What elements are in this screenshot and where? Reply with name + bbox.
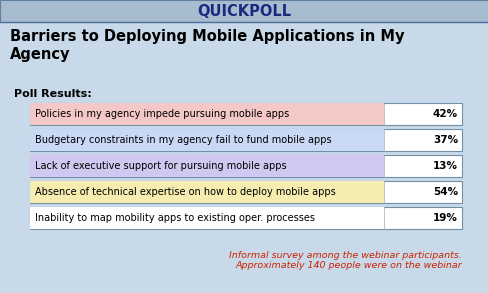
Bar <box>30 207 384 229</box>
Text: 13%: 13% <box>432 161 457 171</box>
Text: Policies in my agency impede pursuing mobile apps: Policies in my agency impede pursuing mo… <box>35 109 289 119</box>
Text: Inability to map mobility apps to existing oper. processes: Inability to map mobility apps to existi… <box>35 213 314 223</box>
Text: Lack of executive support for pursuing mobile apps: Lack of executive support for pursuing m… <box>35 161 286 171</box>
Text: 37%: 37% <box>432 135 457 145</box>
Bar <box>30 181 461 203</box>
FancyBboxPatch shape <box>0 0 488 22</box>
Text: Approximately 140 people were on the webinar: Approximately 140 people were on the web… <box>235 261 461 270</box>
Text: Poll Results:: Poll Results: <box>14 89 92 99</box>
Text: 19%: 19% <box>432 213 457 223</box>
Bar <box>30 129 461 151</box>
Bar <box>30 103 384 125</box>
Text: Budgetary constraints in my agency fail to fund mobile apps: Budgetary constraints in my agency fail … <box>35 135 331 145</box>
Bar <box>30 207 461 229</box>
Bar <box>30 129 384 151</box>
Bar <box>30 155 461 177</box>
Text: 42%: 42% <box>432 109 457 119</box>
Text: Absence of technical expertise on how to deploy mobile apps: Absence of technical expertise on how to… <box>35 187 335 197</box>
Text: 54%: 54% <box>432 187 457 197</box>
Bar <box>30 181 384 203</box>
Bar <box>30 155 384 177</box>
Text: Informal survey among the webinar participants.: Informal survey among the webinar partic… <box>229 251 461 260</box>
Text: Barriers to Deploying Mobile Applications in My
Agency: Barriers to Deploying Mobile Application… <box>10 29 404 62</box>
Text: QUICKPOLL: QUICKPOLL <box>197 4 291 18</box>
Bar <box>30 103 461 125</box>
